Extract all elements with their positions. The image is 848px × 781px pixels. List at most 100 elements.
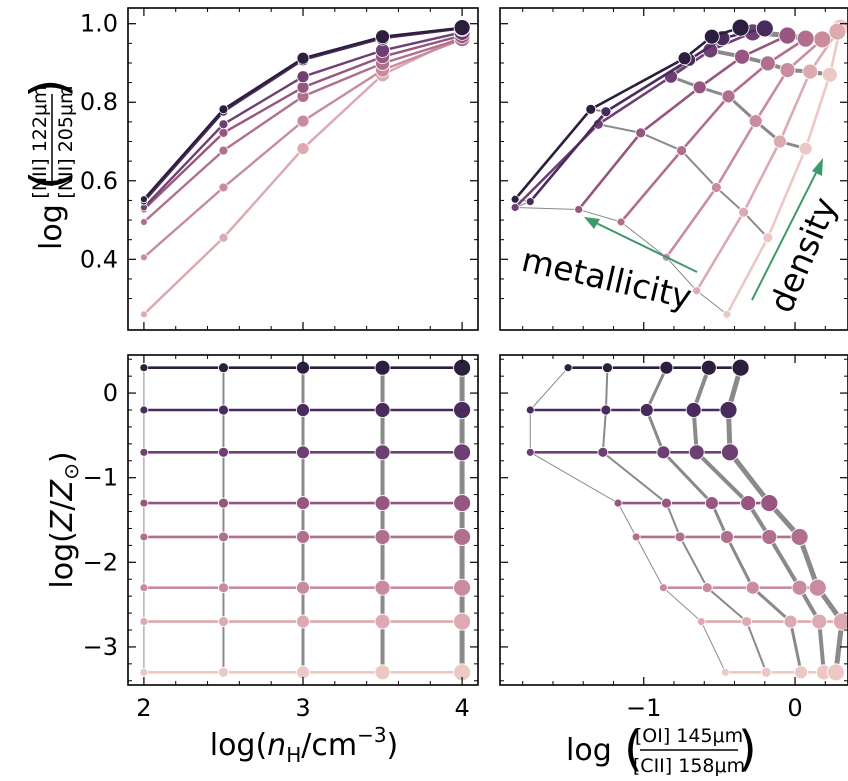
data-point <box>218 666 229 678</box>
data-point <box>296 360 310 375</box>
density-arrow <box>751 164 821 301</box>
data-point <box>453 443 471 462</box>
x-axis-title-right: log ( [OI] 145μm [CII] 158μm ) <box>566 721 757 777</box>
data-point <box>218 582 229 594</box>
data-point <box>696 617 706 626</box>
data-point <box>600 404 612 416</box>
data-point <box>748 114 763 128</box>
data-point <box>374 613 391 630</box>
data-point <box>600 106 612 118</box>
metallicity-grid-line <box>514 31 754 209</box>
data-point <box>731 358 750 377</box>
data-point <box>374 529 391 545</box>
y-title-log: log <box>34 204 69 250</box>
data-point <box>813 30 832 49</box>
data-point <box>374 495 391 511</box>
data-point <box>218 145 229 156</box>
data-point <box>296 51 310 65</box>
data-point <box>453 494 471 512</box>
tl-ytick-label: 1.0 <box>80 10 118 38</box>
data-point <box>704 496 719 510</box>
panel-bottom-left: 2 3 4 0 −1 −2 −3 <box>83 354 479 722</box>
x-title-paren-close: ) <box>738 721 757 777</box>
data-point <box>140 195 148 204</box>
data-point <box>602 362 613 374</box>
data-point <box>773 134 787 149</box>
data-point <box>616 217 626 227</box>
data-point <box>701 582 713 594</box>
data-point <box>218 104 229 115</box>
bl-ytick-label: 0 <box>103 379 118 407</box>
y-title-metallicity: log(Z/Z⊙) <box>45 451 83 588</box>
data-point <box>525 447 535 457</box>
data-point <box>296 142 310 155</box>
data-point <box>374 402 391 418</box>
data-point <box>139 617 149 626</box>
data-point <box>374 359 391 376</box>
density-grid-line <box>529 367 726 673</box>
data-point <box>731 18 750 37</box>
x-title-density: log(nH/cm−3) <box>210 723 399 767</box>
data-point <box>719 401 738 419</box>
data-point <box>296 496 310 510</box>
data-point <box>139 667 149 677</box>
bl-xtick-label: 3 <box>295 694 310 722</box>
data-point <box>453 401 471 419</box>
data-point <box>722 309 732 319</box>
x-title-paren-open: ( <box>624 721 643 777</box>
data-point <box>692 80 707 95</box>
data-point <box>296 580 310 595</box>
data-point <box>525 197 535 206</box>
data-point <box>139 447 149 457</box>
data-point <box>745 580 760 595</box>
data-point <box>563 363 573 373</box>
x-title-log: log <box>566 733 612 768</box>
metallicity-arrow <box>589 219 698 273</box>
data-point <box>674 531 686 543</box>
data-point <box>218 119 229 130</box>
data-point <box>720 530 734 544</box>
annotation-metallicity: metallicity <box>518 240 695 317</box>
bl-ytick-label: −2 <box>83 548 118 576</box>
data-point <box>597 446 609 458</box>
data-point <box>639 403 654 417</box>
data-point <box>741 616 753 627</box>
y-title-paren-open: ( <box>20 170 78 190</box>
tl-ytick-label: 0.6 <box>80 167 118 195</box>
data-point <box>140 218 148 226</box>
data-point <box>218 127 229 138</box>
data-point <box>139 363 149 373</box>
data-point <box>453 612 471 631</box>
br-xtick-label: 0 <box>787 694 802 722</box>
data-point <box>374 579 391 596</box>
y-axis-title-top: log ( [NII] 122μm [NII] 205μm ) <box>20 78 78 250</box>
data-point <box>374 444 391 461</box>
data-point <box>140 310 148 319</box>
br-xtick-label: −1 <box>626 694 661 722</box>
data-point <box>374 664 391 681</box>
data-point <box>828 22 847 41</box>
data-point <box>296 614 310 629</box>
data-point <box>139 405 149 415</box>
panel-top-left: 0.4 0.6 0.8 1.0 <box>80 7 479 331</box>
x-title-numerator: [OI] 145μm <box>635 725 743 747</box>
data-point <box>296 530 310 544</box>
data-point <box>778 26 797 45</box>
data-point <box>218 531 229 543</box>
x-title-denominator: [CII] 158μm <box>633 755 745 777</box>
data-point <box>218 446 229 458</box>
data-point <box>296 665 310 680</box>
data-point <box>635 127 647 139</box>
data-point <box>525 405 535 415</box>
data-point <box>685 402 702 418</box>
data-point <box>703 28 720 45</box>
data-point <box>139 532 149 542</box>
data-point <box>613 498 623 508</box>
data-point <box>218 232 229 243</box>
data-point <box>296 70 310 84</box>
data-point <box>811 613 828 630</box>
data-point <box>218 404 229 416</box>
data-point <box>760 666 772 678</box>
data-point <box>738 206 749 218</box>
